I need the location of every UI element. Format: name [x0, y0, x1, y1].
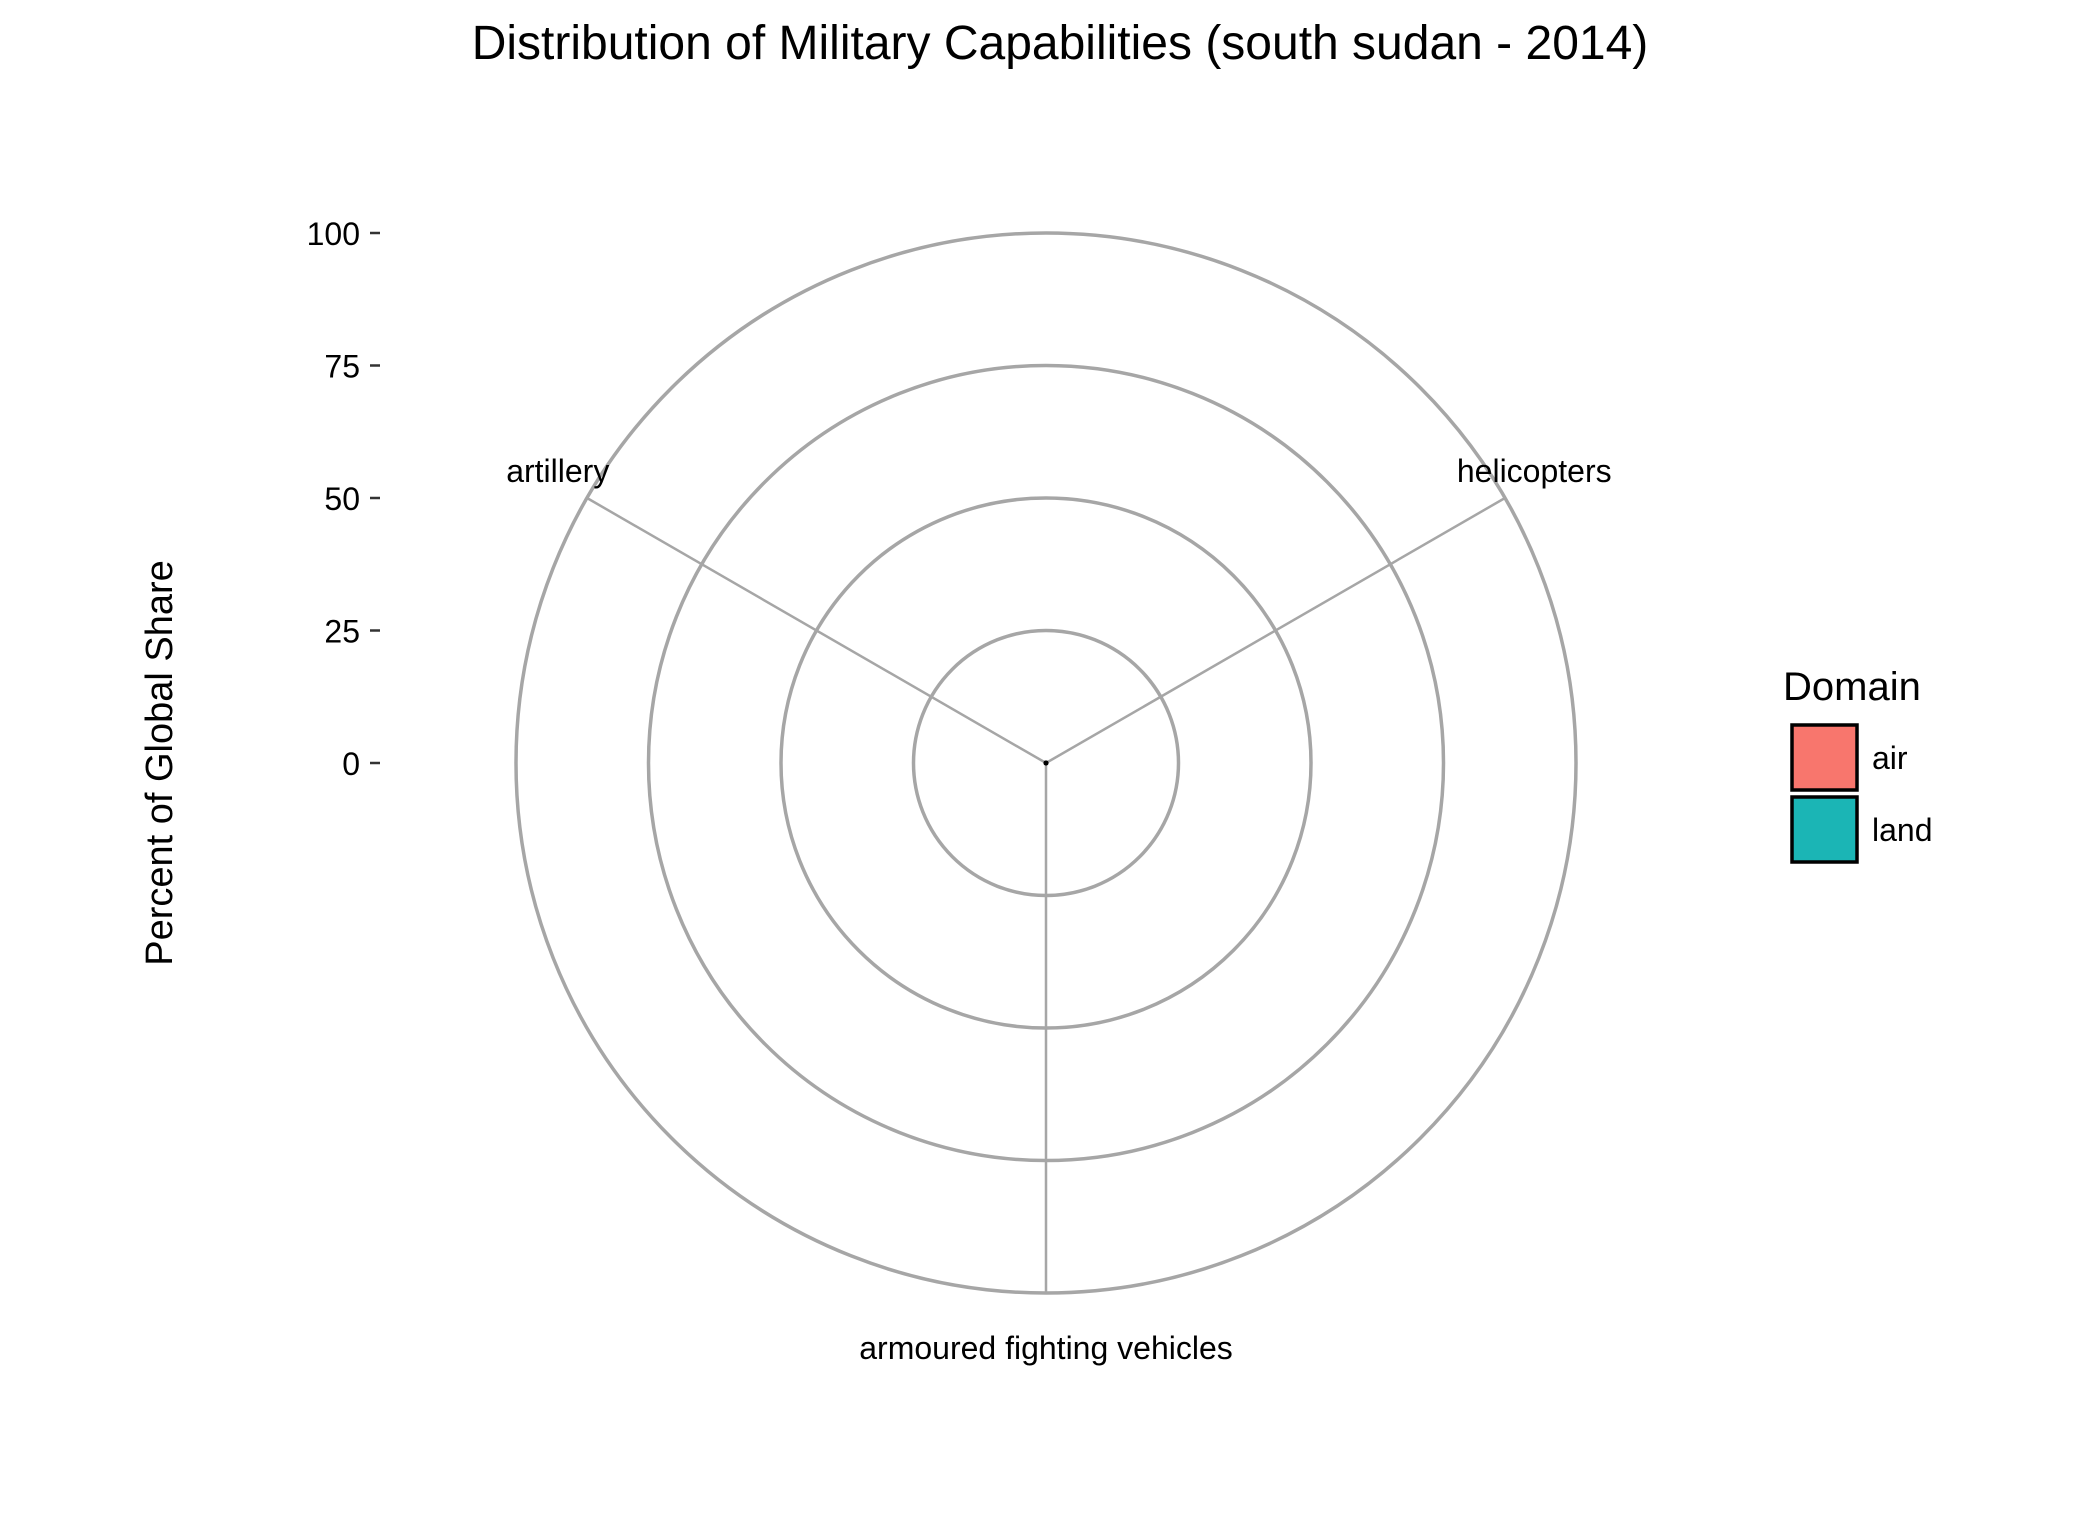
legend: Domain air land	[1783, 665, 1933, 864]
category-spoke	[1045, 496, 1506, 765]
legend-title: Domain	[1783, 665, 1921, 709]
category-labels: artillery helicopters armoured fighting ve…	[506, 453, 1611, 1366]
legend-label-land: land	[1872, 812, 1933, 848]
y-axis-ticks: 0 25 50 75 100	[307, 216, 380, 782]
legend-entries: air land	[1790, 723, 1933, 864]
chart-title: Distribution of Military Capabilities (s…	[472, 17, 1649, 70]
legend-label-air: air	[1872, 740, 1908, 776]
category-spokes	[586, 496, 1506, 1293]
y-axis-label: Percent of Global Share	[139, 560, 181, 966]
y-tick-label: 0	[342, 746, 360, 782]
data-points	[1043, 760, 1049, 766]
category-label: armoured fighting vehicles	[859, 1330, 1233, 1366]
y-tick-label: 25	[324, 614, 360, 650]
legend-swatch-air	[1790, 723, 1859, 792]
y-tick-label: 100	[307, 216, 360, 252]
legend-swatch-land	[1790, 795, 1859, 864]
y-tick-label: 50	[324, 481, 360, 517]
category-spoke	[586, 496, 1047, 765]
category-label: artillery	[506, 453, 609, 489]
category-label: helicopters	[1457, 453, 1612, 489]
y-tick-label: 75	[324, 349, 360, 385]
data-point	[1043, 760, 1049, 766]
